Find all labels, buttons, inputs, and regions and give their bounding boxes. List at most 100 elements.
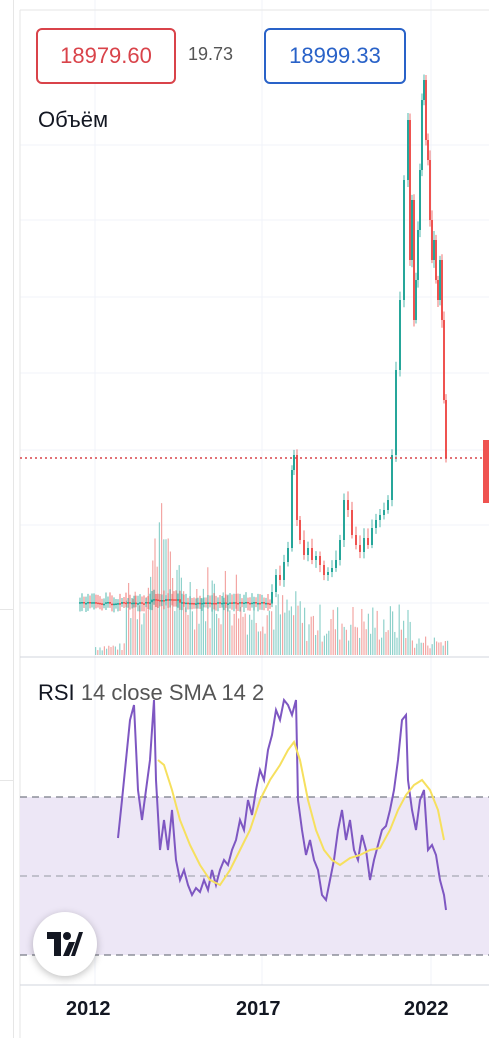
volume-bar	[350, 624, 352, 655]
x-axis-tick: 2022	[404, 998, 449, 1020]
volume-bar	[328, 630, 330, 655]
left-panel-border	[13, 0, 14, 1038]
volume-bar	[370, 633, 372, 655]
volume-bar	[240, 606, 242, 655]
volume-bar	[97, 650, 99, 655]
volume-bar	[444, 641, 446, 655]
volume-bar	[288, 610, 290, 655]
volume-bar	[132, 598, 134, 655]
volume-bar	[354, 626, 356, 655]
volume-bar	[238, 618, 240, 655]
volume-bar	[249, 614, 251, 655]
volume-bar	[301, 622, 303, 655]
volume-bar	[95, 647, 97, 655]
volume-bar	[110, 647, 112, 655]
volume-bar	[299, 601, 301, 655]
volume-bar	[117, 649, 119, 655]
volume-bar	[218, 618, 220, 655]
volume-bar	[145, 597, 147, 655]
left-panel-divider	[0, 609, 14, 610]
volume-bar	[422, 642, 424, 655]
volume-bar	[130, 618, 132, 655]
volume-bar	[418, 638, 420, 655]
volume-bar	[183, 591, 185, 655]
volume-bar	[227, 595, 229, 655]
volume-bar	[114, 646, 116, 655]
volume-bar	[425, 636, 427, 655]
volume-bar	[121, 650, 123, 655]
volume-bar	[152, 560, 154, 655]
volume-bar	[345, 629, 347, 655]
volume-bar	[112, 645, 114, 655]
volume-bar	[330, 619, 332, 655]
volume-bar	[200, 598, 202, 655]
x-axis-tick: 2012	[66, 998, 111, 1020]
volume-bar	[233, 613, 235, 655]
volume-bar	[389, 606, 391, 655]
volume-bar	[136, 619, 138, 655]
volume-bar	[231, 625, 233, 655]
volume-bar	[185, 607, 187, 655]
volume-bar	[235, 574, 237, 655]
volume-bar	[266, 615, 268, 655]
volume-bar	[209, 628, 211, 655]
volume-bar	[343, 626, 345, 655]
volume-bar	[383, 619, 385, 655]
current-price-marker	[483, 440, 489, 503]
volume-bar	[106, 648, 108, 655]
volume-bar	[334, 629, 336, 655]
volume-bar	[271, 611, 273, 655]
volume-bar	[286, 599, 288, 655]
volume-bar	[161, 503, 163, 655]
volume-bar	[341, 623, 343, 655]
volume-bar	[365, 629, 367, 655]
volume-bar	[367, 613, 369, 655]
volume-bar	[205, 621, 207, 655]
volume-bar	[387, 630, 389, 655]
volume-bar	[187, 614, 189, 655]
volume-bar	[191, 611, 193, 655]
tradingview-logo-icon[interactable]	[33, 912, 97, 976]
volume-bar	[211, 580, 213, 655]
volume-bar	[277, 594, 279, 655]
volume-bar	[119, 643, 121, 655]
volume-bar	[176, 569, 178, 655]
volume-bar	[255, 622, 257, 655]
volume-bar	[99, 647, 101, 655]
volume-bar	[392, 611, 394, 655]
volume-bar	[101, 650, 103, 655]
volume-bar	[260, 631, 262, 655]
volume-bar	[312, 615, 314, 655]
rsi-pane-label[interactable]: RSI 14 close SMA 14 2	[38, 680, 264, 706]
price-diff-value: 19.73	[188, 44, 234, 64]
volume-bar	[220, 624, 222, 655]
volume-bar	[308, 624, 310, 655]
rsi-line	[117, 697, 447, 911]
volume-bar	[158, 522, 160, 655]
volume-bar	[224, 570, 226, 655]
volume-bar	[108, 645, 110, 655]
volume-bar	[407, 609, 409, 655]
volume-bar	[339, 639, 341, 655]
volume-bar	[297, 605, 299, 655]
volume-bar	[150, 576, 152, 655]
volume-bar	[306, 640, 308, 655]
volume-bar	[361, 608, 363, 655]
volume-bar	[174, 611, 176, 655]
volume-bar	[414, 647, 416, 655]
volume-pane-label[interactable]: Объём	[38, 107, 109, 132]
volume-bar	[242, 616, 244, 655]
volume-bar	[246, 634, 248, 655]
volume-bar	[207, 567, 209, 655]
volume-bar	[385, 631, 387, 655]
volume-bar	[359, 637, 361, 655]
rsi-name: RSI	[38, 680, 75, 705]
price-high-box: 18999.33	[264, 28, 406, 84]
volume-bar	[257, 631, 259, 655]
volume-bar	[222, 592, 224, 655]
volume-bar	[194, 629, 196, 655]
volume-bar	[141, 624, 143, 655]
volume-bar	[293, 615, 295, 655]
volume-bar	[213, 583, 215, 655]
